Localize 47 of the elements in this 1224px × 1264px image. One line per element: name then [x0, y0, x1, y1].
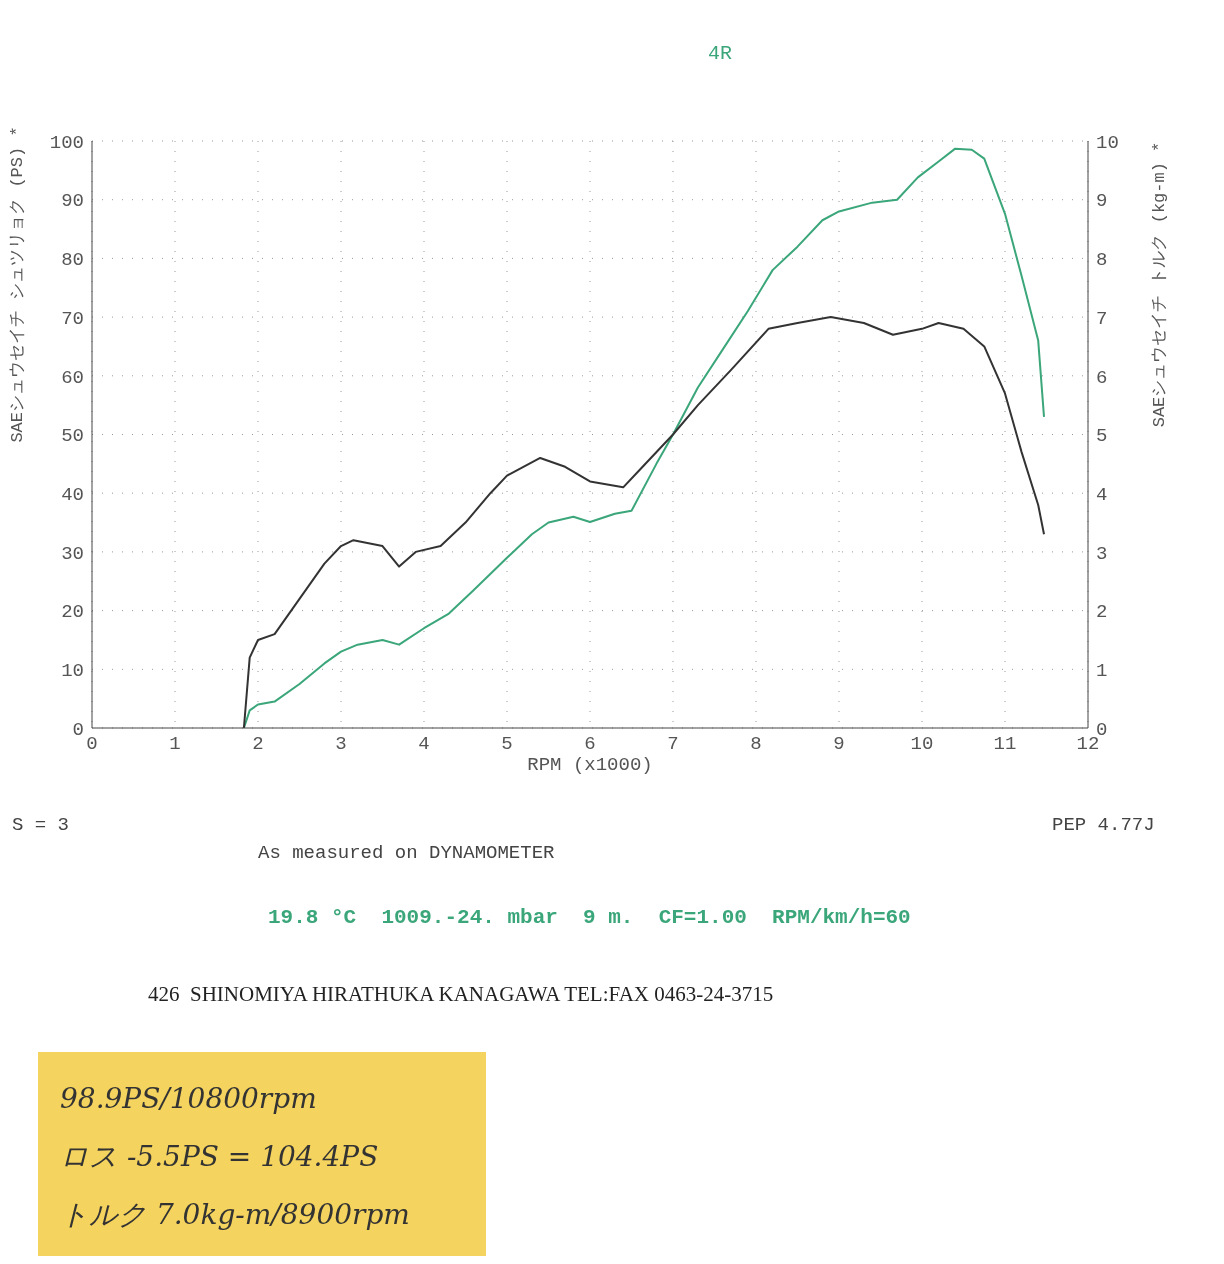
x-tick-label: 6: [584, 733, 596, 756]
y-tick-label: 30: [61, 542, 84, 565]
y2-tick-label: 5: [1096, 425, 1108, 448]
text: トルク 7.0kg-m/8900rpm: [60, 1197, 410, 1233]
x-tick-label: 8: [750, 733, 762, 756]
y2-tick-label: 10: [1096, 131, 1119, 154]
x-tick-label: 5: [501, 733, 513, 756]
x-tick-label: 3: [335, 733, 347, 756]
x-tick-label: 4: [418, 733, 430, 756]
text: S = 3: [12, 814, 70, 836]
y2-axis-title: SAEシュウセイチ トルク (kg-m) *: [1150, 141, 1169, 428]
y2-tick-label: 8: [1096, 249, 1108, 272]
y-tick-label: 40: [61, 483, 84, 506]
y2-tick-label: 1: [1096, 660, 1108, 683]
text: 98.9PS/10800rpm: [60, 1081, 318, 1117]
y-tick-label: 100: [49, 131, 84, 154]
x-tick-label: 10: [910, 733, 934, 756]
y-tick-label: 0: [72, 718, 84, 741]
x-tick-label: 7: [667, 733, 679, 756]
line-series: [242, 316, 1046, 728]
y2-tick-label: 9: [1096, 190, 1108, 213]
y-tick-label: 90: [61, 190, 84, 213]
text: 4R: [708, 42, 733, 65]
x-tick-label: 11: [993, 733, 1017, 756]
text: PEP 4.77J: [1052, 814, 1155, 836]
y-tick-label: 70: [61, 307, 84, 330]
text: As measured on DYNAMOMETER: [258, 842, 555, 864]
y-axis-title: SAEシュウセイチ シュツリョク (PS) *: [8, 126, 27, 443]
y2-tick-label: 4: [1096, 483, 1108, 506]
y-tick-label: 50: [61, 425, 84, 448]
y-tick-label: 20: [61, 601, 84, 624]
line-series: [242, 147, 1046, 728]
text: ロス -5.5PS = 104.4PS: [60, 1139, 380, 1175]
x-tick-label: 9: [833, 733, 845, 756]
y2-tick-label: 7: [1096, 307, 1108, 330]
x-tick-label: 0: [86, 733, 98, 756]
y2-tick-label: 3: [1096, 542, 1108, 565]
x-tick-label: 1: [169, 733, 181, 756]
y-tick-label: 10: [61, 660, 84, 683]
text: 19.8 °C 1009.-24. mbar 9 m. CF=1.00 RPM/km/h=60: [268, 906, 911, 929]
y2-tick-label: 2: [1096, 601, 1108, 624]
y-tick-label: 80: [61, 249, 84, 272]
y2-tick-label: 6: [1096, 366, 1108, 389]
x-tick-label: 2: [252, 733, 264, 756]
y-tick-label: 60: [61, 366, 84, 389]
x-axis-title: RPM (x1000): [527, 754, 653, 776]
text: 426 SHINOMIYA HIRATHUKA KANAGAWA TEL:FAX 0463-24-3715: [148, 982, 774, 1007]
